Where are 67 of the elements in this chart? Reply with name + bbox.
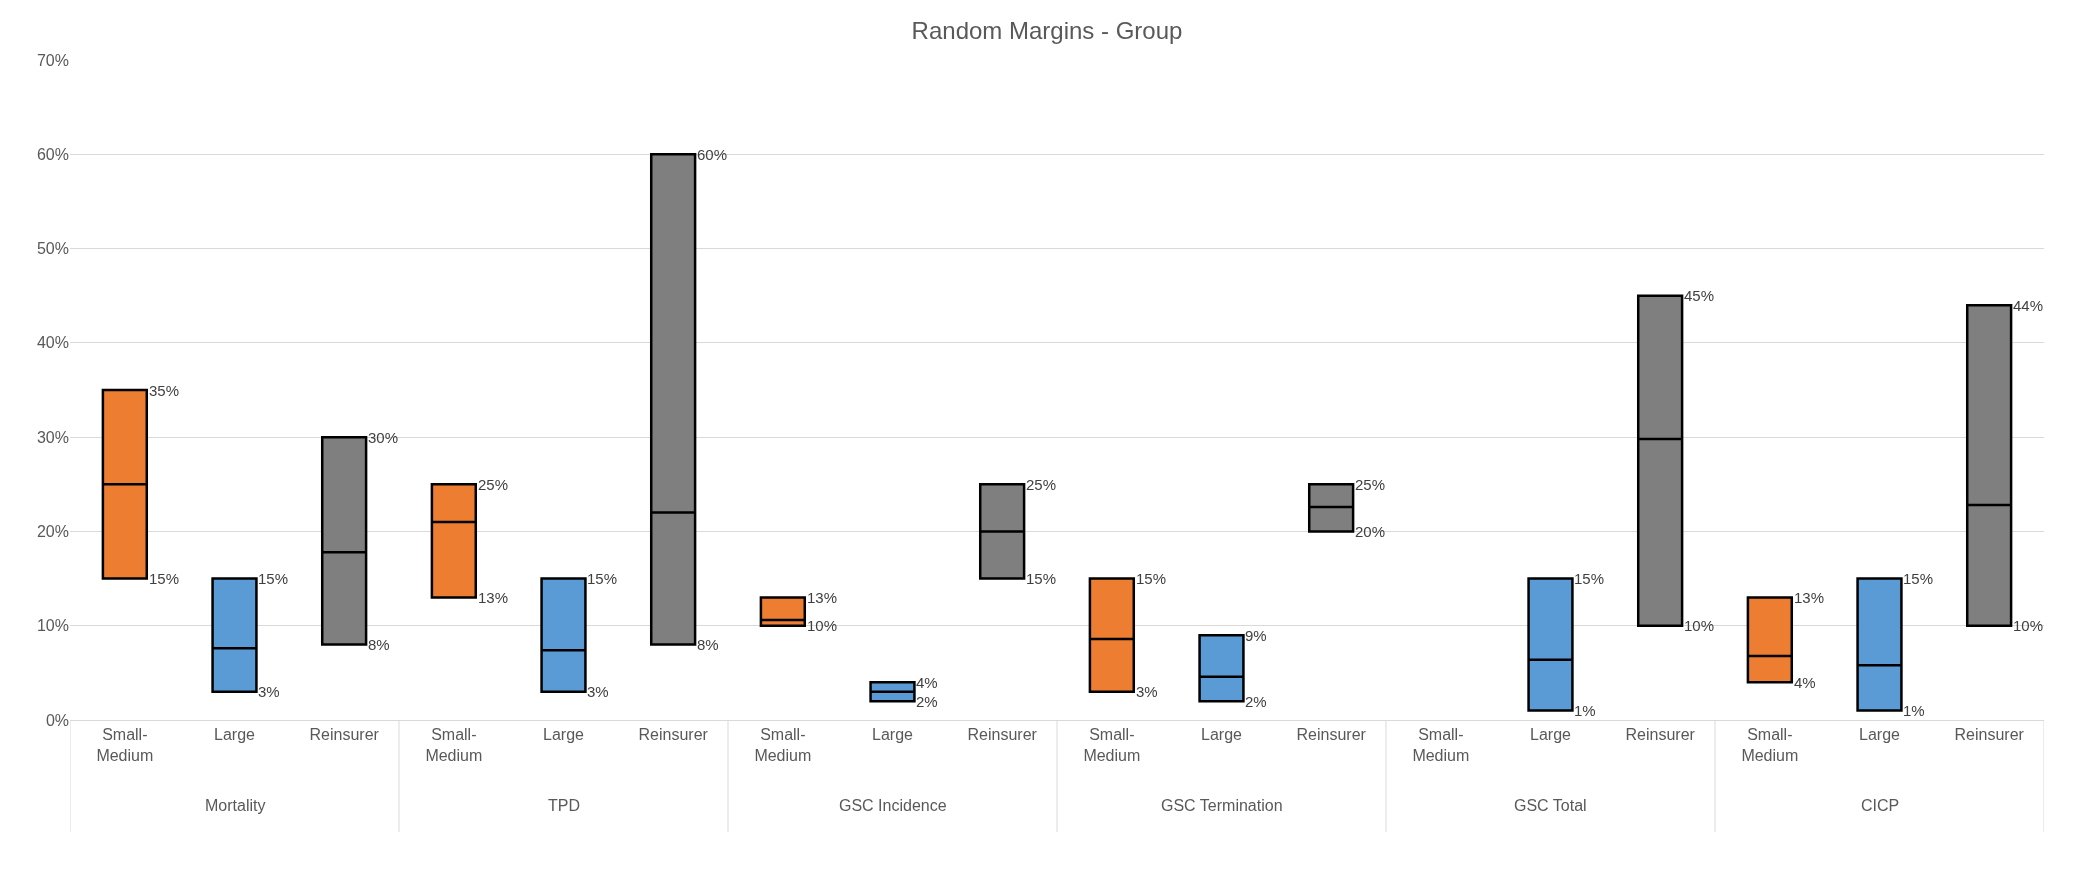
text: 15% <box>1903 570 1934 587</box>
text: 2% <box>916 693 938 710</box>
x-tick-label: Reinsurer <box>967 726 1038 744</box>
text: 10% <box>2013 617 2044 634</box>
text: 1% <box>1574 702 1596 719</box>
text: 4% <box>1794 674 1816 691</box>
x-tick-label: Reinsurer <box>309 726 380 744</box>
text: 45% <box>1684 287 1715 304</box>
text: 13% <box>478 589 509 606</box>
y-tick-label: 70% <box>36 51 69 69</box>
text: 20% <box>1355 523 1386 540</box>
text: CICP <box>1861 797 1900 814</box>
x-tick-label: Large <box>543 726 585 744</box>
x-tick-label: Small-Medium <box>754 726 812 764</box>
x-tick-label: Large <box>1530 726 1572 744</box>
y-tick-label: 40% <box>36 334 69 352</box>
text: 15% <box>149 570 180 587</box>
x-tick-label: Small-Medium <box>96 726 154 764</box>
text: 8% <box>368 636 390 653</box>
text: 25% <box>1355 476 1386 493</box>
text: 1% <box>1903 702 1925 719</box>
text: GSC Total <box>1514 797 1587 814</box>
text: 13% <box>807 589 838 606</box>
text: 35% <box>149 382 180 399</box>
text: 15% <box>1574 570 1605 587</box>
x-tick-label: Reinsurer <box>1296 726 1367 744</box>
x-tick-label: Reinsurer <box>1954 726 2025 744</box>
text: 10% <box>1684 617 1715 634</box>
y-tick-label: 10% <box>36 617 69 635</box>
x-tick-label: Small-Medium <box>1083 726 1141 764</box>
text: 10% <box>807 617 838 634</box>
text: 15% <box>1136 570 1167 587</box>
text: 60% <box>697 146 728 163</box>
x-tick-label: Reinsurer <box>1625 726 1696 744</box>
text: GSC Termination <box>1161 797 1283 814</box>
text: GSC Incidence <box>839 797 947 814</box>
text: 25% <box>1026 476 1057 493</box>
x-tick-label: Small-Medium <box>1412 726 1470 764</box>
text: 3% <box>1136 683 1158 700</box>
x-tick-label: Small-Medium <box>425 726 483 764</box>
text: 3% <box>587 683 609 700</box>
x-tick-label: Large <box>1201 726 1243 744</box>
text: 44% <box>2013 297 2044 314</box>
text: 2% <box>1245 693 1267 710</box>
text: 15% <box>1026 570 1057 587</box>
chart-title: Random Margins - Group <box>911 16 1183 44</box>
text: TPD <box>548 797 580 814</box>
x-tick-label: Large <box>1859 726 1901 744</box>
text: Mortality <box>205 797 266 814</box>
x-tick-label: Large <box>872 726 914 744</box>
text: 13% <box>1794 589 1825 606</box>
y-tick-label: 60% <box>36 145 69 163</box>
text: 8% <box>697 636 719 653</box>
x-tick-label: Small-Medium <box>1741 726 1799 764</box>
text: 9% <box>1245 627 1267 644</box>
text: 15% <box>258 570 289 587</box>
text: 15% <box>587 570 618 587</box>
y-tick-label: 0% <box>45 711 69 729</box>
x-tick-label: Large <box>214 726 256 744</box>
text: 30% <box>368 429 399 446</box>
text: 4% <box>916 674 938 691</box>
text: 25% <box>478 476 509 493</box>
y-tick-label: 50% <box>36 240 69 258</box>
y-tick-label: 30% <box>36 428 69 446</box>
x-tick-label: Reinsurer <box>638 726 709 744</box>
y-tick-label: 20% <box>36 523 69 541</box>
text: 3% <box>258 683 280 700</box>
